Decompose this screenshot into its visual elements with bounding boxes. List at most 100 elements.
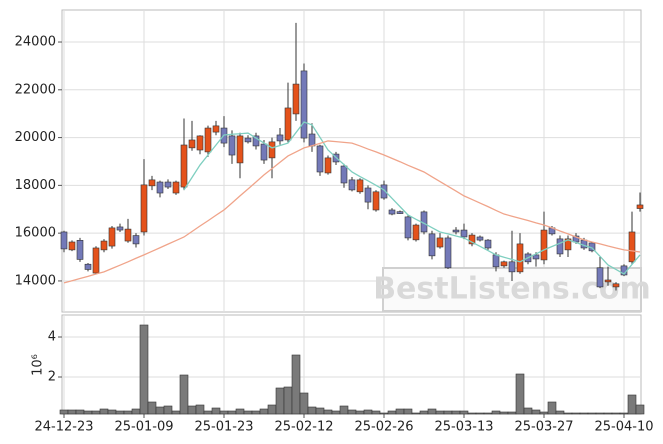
x-tick-label: 25-03-13 — [434, 420, 493, 435]
volume-bar — [459, 410, 469, 415]
volume-bar — [635, 404, 645, 415]
volume-bar — [467, 412, 477, 415]
candle-body — [636, 204, 644, 209]
candle-body — [284, 107, 292, 141]
volume-bar — [507, 411, 517, 415]
volume-bar — [203, 410, 213, 415]
volume-bar — [379, 412, 389, 415]
volume-bar — [211, 407, 221, 415]
volume-bar — [427, 408, 437, 415]
volume-bar — [275, 387, 285, 415]
x-tick-label: 25-03-27 — [514, 420, 573, 435]
candle-body — [140, 184, 148, 233]
volume-bar — [419, 410, 429, 415]
candle-body — [196, 135, 204, 151]
candle-body — [268, 141, 276, 159]
volume-bar — [387, 410, 397, 415]
candle-body — [132, 235, 140, 245]
volume-bar — [523, 407, 533, 415]
y-tick-label: 2 — [48, 370, 56, 385]
candle-body — [340, 165, 348, 184]
volume-bar — [147, 401, 157, 415]
candle-body — [172, 181, 180, 194]
candle-body — [60, 231, 68, 250]
volume-bar — [395, 408, 405, 415]
candle-body — [492, 254, 500, 268]
candle-body — [460, 229, 468, 238]
candle-body — [604, 279, 612, 283]
candle-body — [596, 267, 604, 288]
y-tick-label: 18000 — [15, 178, 56, 193]
volume-bar — [307, 406, 317, 415]
candle-body — [564, 238, 572, 251]
volume-axis-label: 10⁶ — [31, 354, 46, 376]
volume-bar — [259, 408, 269, 415]
candle-body — [244, 137, 252, 143]
volume-bar — [339, 405, 349, 415]
moving-average-line — [183, 121, 641, 275]
candle-body — [100, 240, 108, 251]
volume-bar — [251, 410, 261, 415]
volume-bar — [331, 410, 341, 415]
candle-body — [452, 229, 460, 233]
candle-body — [324, 157, 332, 174]
candle-body — [628, 231, 636, 263]
volume-bar — [371, 410, 381, 415]
candle-body — [252, 135, 260, 147]
candle-body — [204, 127, 212, 153]
candle-body — [212, 125, 220, 133]
volume-bar — [491, 410, 501, 415]
candle-body — [348, 179, 356, 191]
candle-body — [308, 133, 316, 147]
x-tick-label: 24-12-23 — [34, 420, 93, 435]
volume-bar — [107, 409, 117, 415]
volume-bar — [483, 412, 493, 415]
candle-body — [164, 181, 172, 188]
y-tick-label: 14000 — [15, 273, 56, 288]
volume-bar — [155, 406, 165, 415]
candle-body — [148, 179, 156, 187]
x-tick-label: 25-02-12 — [274, 420, 333, 435]
candle-body — [300, 70, 308, 139]
y-tick-label: 22000 — [15, 82, 56, 97]
y-tick-label: 20000 — [15, 130, 56, 145]
y-tick-label: 16000 — [15, 226, 56, 241]
volume-bar — [227, 410, 237, 415]
volume-bar — [179, 374, 189, 415]
volume-bar — [323, 409, 333, 415]
volume-bar — [515, 373, 525, 415]
candle-body — [444, 237, 452, 269]
volume-bar — [443, 410, 453, 415]
candle-body — [92, 247, 100, 274]
moving-average-line — [63, 140, 641, 284]
volume-bar — [267, 404, 277, 415]
volume-bar — [131, 408, 141, 415]
candle-body — [292, 83, 300, 115]
volume-bar — [571, 412, 581, 415]
candle-body — [396, 211, 404, 214]
volume-bar — [539, 411, 549, 415]
candle-body — [228, 135, 236, 156]
candle-body — [500, 261, 508, 267]
volume-bar — [67, 409, 77, 415]
volume-bar — [139, 324, 149, 415]
candle-body — [612, 283, 620, 288]
volume-bar — [83, 410, 93, 415]
volume-bar — [411, 412, 421, 415]
volume-bar — [563, 412, 573, 415]
candle-body — [180, 144, 188, 188]
volume-bar — [435, 410, 445, 415]
volume-bar — [195, 404, 205, 415]
candle-body — [404, 216, 412, 239]
candle-body — [260, 143, 268, 161]
volume-bar — [555, 410, 565, 415]
candle-body — [316, 145, 324, 173]
volume-bar — [355, 410, 365, 415]
candle-body — [476, 236, 484, 241]
volume-bar — [75, 409, 85, 415]
candle-body — [508, 261, 516, 273]
volume-bar — [451, 410, 461, 415]
candle-body — [276, 134, 284, 142]
volume-bar — [347, 409, 357, 415]
